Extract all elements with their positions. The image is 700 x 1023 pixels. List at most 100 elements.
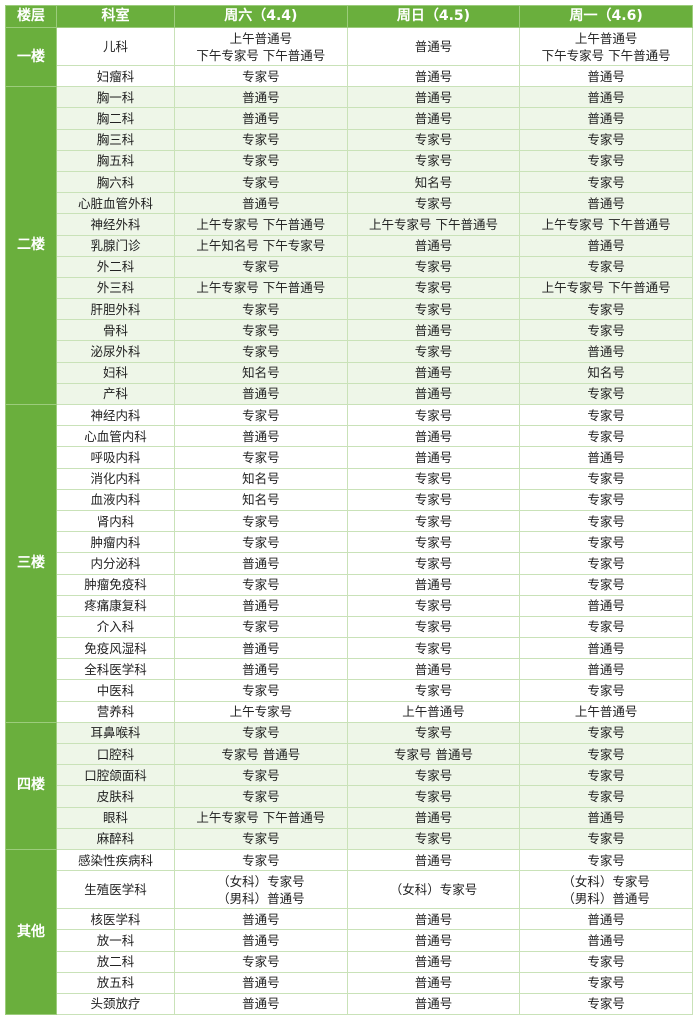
department-cell: 肝胆外科 [56,298,175,321]
monday-cell: 专家号 [519,742,693,766]
sunday-cell: 专家号 [346,764,521,787]
monday-cell: 专家号 [519,721,693,745]
monday-cell: 专家号 [519,615,693,639]
saturday-cell: 专家号 [174,827,348,850]
monday-cell: 普通号 [519,908,693,931]
department-cell: 生殖医学科 [56,870,175,910]
table-row: 神经外科 上午专家号 下午普通号 上午专家号 下午普通号 上午专家号 下午普通号 [6,213,693,236]
header-sunday: 周日（4.5) [346,5,521,28]
header-saturday: 周六（4.4) [174,5,348,28]
floor-cell: 其他 [5,848,57,1016]
table-row: 内分泌科 普通号 专家号 专家号 [6,552,693,575]
table-row: 二楼 胸一科 普通号 普通号 普通号 [5,86,693,405]
monday-cell: 专家号 [519,128,693,151]
table-row: 一楼 儿科 上午普通号 下午专家号 下午普通号 普通号 上午普通号 下午专家号 下午普通… [5,26,693,88]
table-row: 妇科 知名号 普通号 知名号 [6,361,693,384]
table-row: 其他 感染性疾病科 专家号 普通号 专家号 [5,848,693,1016]
monday-cell: 专家号 [519,509,693,533]
monday-cell: 专家号 [519,319,693,342]
monday-cell: 专家号 [519,679,693,702]
monday-cell: 上午普通号 [519,700,693,723]
saturday-cell: 专家号 [174,298,348,321]
header-monday: 周一（4.6) [519,5,693,28]
table-row: 血液内科 知名号 专家号 专家号 [6,488,693,511]
monday-cell: 上午普通号 下午专家号 下午普通号 [519,27,693,66]
sunday-cell: 专家号 [346,298,521,321]
sunday-cell: 普通号 [346,971,521,994]
saturday-cell: 专家号 [174,149,348,172]
sunday-cell: 普通号 [346,27,521,66]
monday-cell: 专家号 [519,573,693,596]
monday-cell: 专家号 [519,149,693,172]
monday-cell: 专家号 [519,764,693,787]
saturday-cell: 专家号 [174,721,348,745]
sunday-cell: 普通号 [346,446,521,469]
department-cell: 妇瘤科 [56,64,175,88]
department-cell: 头颈放疗 [56,992,175,1016]
sunday-cell: 普通号 [346,425,521,448]
saturday-cell: 普通号 [174,86,348,109]
table-row: 三楼 神经内科 专家号 专家号 专家号 [5,403,693,723]
table-row: 胸二科 普通号 普通号 普通号 [6,107,693,130]
monday-cell: 普通号 [519,64,693,88]
table-row: 胸六科 专家号 知名号 专家号 [6,170,693,194]
department-cell: 核医学科 [56,908,175,931]
monday-cell: 专家号 [519,992,693,1016]
table-row: 消化内科 知名号 专家号 专家号 [6,467,693,490]
department-cell: 中医科 [56,679,175,702]
department-cell: 营养科 [56,700,175,723]
department-cell: 疼痛康复科 [56,594,175,617]
sunday-cell: 专家号 [346,721,521,745]
monday-cell: 知名号 [519,361,693,384]
saturday-cell: 普通号 [174,192,348,215]
department-cell: 口腔颌面科 [56,764,175,787]
table-row: 肾内科 专家号 专家号 专家号 [6,509,693,533]
monday-cell: 专家号 [519,531,693,554]
sunday-cell: 专家号 [346,594,521,617]
monday-cell: 专家号 [519,298,693,321]
monday-cell: 专家号 [519,425,693,448]
table-row: 口腔科 专家号 普通号 专家号 普通号 专家号 [6,742,693,766]
sunday-cell: 普通号 [346,234,521,257]
table-row: 皮肤科 专家号 专家号 专家号 [6,785,693,808]
department-cell: 消化内科 [56,467,175,490]
department-cell: 麻醉科 [56,827,175,850]
department-cell: 放二科 [56,950,175,973]
saturday-cell: 专家号 [174,615,348,639]
sunday-cell: 上午普通号 [346,700,521,723]
department-cell: 感染性疾病科 [56,848,175,872]
department-cell: 心脏血管外科 [56,192,175,215]
table-row: 全科医学科 普通号 普通号 普通号 [6,658,693,681]
sunday-cell: 普通号 [346,806,521,829]
department-cell: 肾内科 [56,509,175,533]
sunday-cell: 专家号 [346,276,521,300]
department-cell: 胸二科 [56,107,175,130]
saturday-cell: 专家号 [174,64,348,88]
sunday-cell: 专家号 [346,403,521,427]
sunday-cell: 普通号 [346,319,521,342]
sunday-cell: 普通号 [346,382,521,406]
saturday-cell: 普通号 [174,107,348,130]
sunday-cell: 普通号 [346,658,521,681]
saturday-cell: 专家号 [174,170,348,194]
department-cell: 神经外科 [56,213,175,236]
saturday-cell: 普通号 [174,552,348,575]
table-row: 中医科 专家号 专家号 专家号 [6,679,693,702]
sunday-cell: 专家号 [346,340,521,363]
department-cell: 内分泌科 [56,552,175,575]
saturday-cell: 普通号 [174,637,348,660]
department-cell: 胸三科 [56,128,175,151]
sunday-cell: 普通号 [346,573,521,596]
monday-cell: 普通号 [519,192,693,215]
table-row: 麻醉科 专家号 专家号 专家号 [6,827,693,850]
table-row: 放二科 专家号 普通号 专家号 [6,950,693,973]
sunday-cell: （女科）专家号 [346,870,521,910]
department-cell: 放一科 [56,929,175,952]
sunday-cell: 专家号 普通号 [346,742,521,766]
department-cell: 心血管内科 [56,425,175,448]
saturday-cell: 专家号 [174,785,348,808]
monday-cell: 普通号 [519,658,693,681]
department-cell: 胸一科 [56,86,175,109]
sunday-cell: 知名号 [346,170,521,194]
sunday-cell: 专家号 [346,531,521,554]
